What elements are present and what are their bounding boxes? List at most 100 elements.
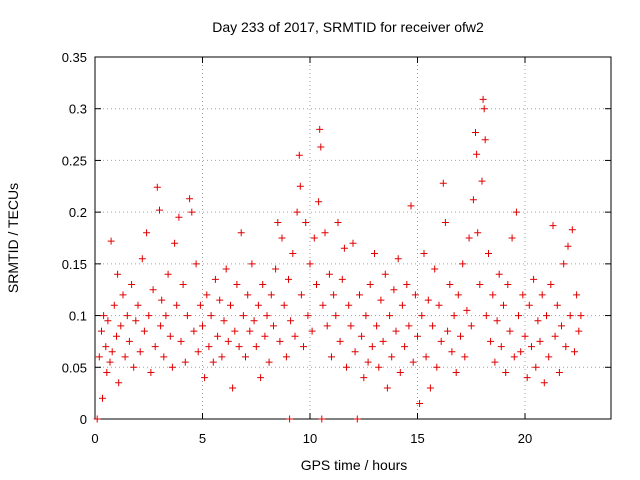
data-point (317, 143, 325, 151)
data-point (216, 296, 224, 304)
data-point (420, 250, 428, 257)
y-tick-label: 0.1 (69, 309, 87, 324)
data-point (560, 260, 568, 268)
data-point (345, 301, 353, 309)
data-point (224, 337, 232, 345)
data-point (147, 369, 155, 376)
data-point (325, 270, 333, 278)
data-point (444, 327, 452, 335)
data-point (485, 250, 492, 257)
data-point (450, 312, 458, 320)
data-point (319, 301, 327, 309)
data-point (500, 301, 507, 309)
data-point (330, 291, 338, 299)
data-point (293, 208, 301, 216)
data-point (414, 332, 421, 340)
data-point (134, 301, 142, 309)
data-point (160, 353, 168, 361)
data-point (308, 327, 316, 335)
data-point (102, 343, 110, 351)
data-point (568, 226, 576, 234)
data-point (473, 150, 481, 158)
data-point (110, 301, 118, 309)
data-point (323, 322, 331, 330)
data-point (192, 260, 200, 268)
data-point (104, 317, 112, 325)
data-point (543, 312, 550, 320)
data-point (497, 343, 505, 351)
data-point (457, 332, 464, 340)
x-tick-label: 5 (199, 431, 206, 446)
data-point (257, 374, 265, 382)
data-point (229, 384, 237, 392)
data-point (115, 379, 123, 387)
data-point (422, 353, 430, 361)
y-tick-label: 0.25 (62, 153, 87, 168)
data-point (121, 353, 129, 361)
data-point (547, 281, 555, 288)
data-point (407, 202, 415, 210)
data-point (366, 281, 374, 288)
data-point (157, 322, 165, 330)
data-point (93, 415, 101, 423)
data-point (125, 337, 133, 345)
axis-ticks: 0 0.05 0.1 0.15 0.2 0.25 0.3 0.35 0 5 10 15 20 (62, 50, 611, 446)
y-tick-label: 0.05 (62, 360, 87, 375)
data-point (296, 182, 304, 190)
data-point (506, 327, 514, 335)
data-point (528, 343, 535, 351)
data-point (233, 281, 241, 288)
data-point (349, 239, 357, 247)
data-point (270, 322, 277, 330)
data-point (394, 255, 402, 263)
data-point (480, 105, 488, 113)
data-point (495, 270, 503, 278)
data-point (373, 322, 381, 330)
data-point (95, 353, 103, 361)
data-point (194, 348, 202, 356)
x-tick-label: 20 (518, 431, 532, 446)
data-point (401, 343, 409, 351)
data-point (246, 327, 254, 335)
data-point (203, 291, 211, 299)
data-point (358, 332, 366, 340)
data-point (452, 369, 460, 376)
data-point (145, 312, 153, 320)
data-point (140, 327, 148, 335)
data-point (353, 415, 361, 423)
data-point (379, 337, 387, 345)
data-point (164, 270, 172, 278)
data-point (220, 317, 228, 325)
data-points (93, 95, 585, 423)
data-point (188, 208, 196, 216)
data-point (289, 250, 297, 257)
data-point (263, 312, 271, 320)
data-point (207, 312, 215, 320)
data-point (504, 281, 512, 288)
data-point (532, 363, 540, 371)
data-point (259, 281, 267, 288)
data-point (461, 353, 469, 361)
data-point (113, 332, 120, 340)
data-point (368, 343, 376, 351)
data-point (166, 332, 174, 340)
data-point (409, 358, 417, 366)
data-point (429, 322, 437, 330)
data-point (252, 343, 260, 351)
data-point (304, 312, 312, 320)
data-point (205, 343, 213, 351)
data-point (388, 353, 396, 361)
data-point (383, 384, 391, 392)
y-axis-title: SRMTID / TECUs (5, 183, 21, 293)
data-point (553, 301, 561, 309)
data-point (502, 369, 510, 376)
data-point (386, 312, 394, 320)
plot-frame (94, 56, 612, 420)
data-point (575, 327, 583, 335)
data-point (265, 358, 273, 366)
data-point (448, 348, 456, 356)
x-axis-title: GPS time / hours (301, 457, 408, 473)
data-point (244, 291, 252, 299)
data-point (287, 317, 295, 325)
